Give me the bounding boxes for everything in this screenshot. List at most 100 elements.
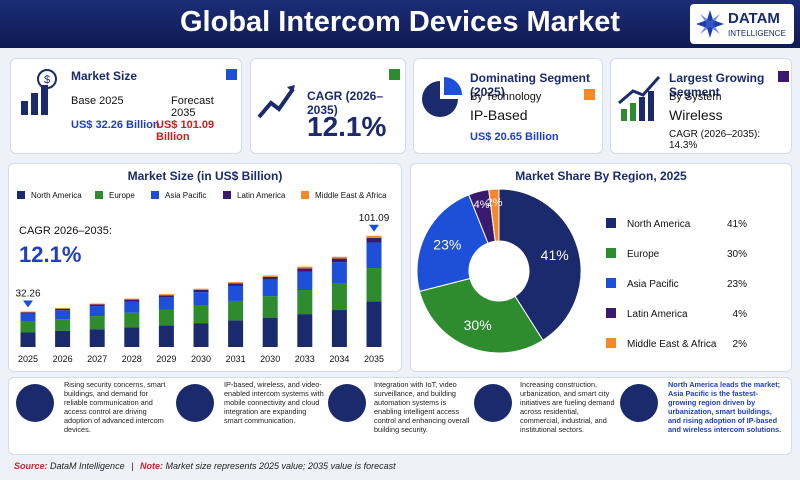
cagr-value: 12.1% (19, 242, 81, 267)
legend-swatch (301, 191, 309, 199)
forecast-value: US$ 101.09 Billion (156, 119, 215, 143)
bar-segment (331, 258, 347, 263)
bar-segment (158, 325, 174, 347)
source-label: Source: (14, 461, 48, 471)
legend-swatch (95, 191, 103, 199)
bar-segment (20, 321, 36, 333)
pie-slice (416, 194, 489, 293)
legend-swatch (223, 191, 231, 199)
bar-segment (366, 238, 382, 243)
bar-segment (124, 298, 140, 300)
bar-segment (124, 301, 140, 313)
legend-value: 4% (733, 309, 748, 320)
data-label: 101.09 (359, 213, 390, 224)
bar-segment (193, 288, 209, 290)
bar-segment (228, 283, 244, 286)
legend-label: Latin America (627, 309, 688, 320)
header-band (0, 0, 800, 48)
insight-text: IP-based, wireless, and video-enabled in… (224, 380, 324, 425)
bar-segment (89, 329, 105, 347)
icon (618, 76, 661, 121)
legend-value: 2% (733, 339, 748, 350)
separator: | (131, 461, 134, 471)
legend-label: North America (31, 191, 82, 200)
legend-label: Asia Pacific (627, 279, 679, 290)
icon-part (618, 76, 661, 105)
legend-swatch (606, 248, 616, 258)
note: Market size represents 2025 value; 2035 … (165, 461, 396, 471)
legend-swatch (606, 308, 616, 318)
cagr-label: CAGR 2026–2035: (19, 225, 112, 237)
card-title: Dominating Segment (2025) (470, 71, 591, 99)
icon-part (31, 93, 38, 115)
note-label: Note: (139, 461, 163, 471)
bar-segment (193, 323, 209, 347)
card: Largest Growing Segment By System Wirele… (610, 58, 792, 154)
chart-title: Market Size (in US$ Billion) (128, 169, 283, 183)
logo-sub: INTELLIGENCE (728, 29, 786, 38)
bar-segment (366, 235, 382, 239)
icon-part (630, 103, 636, 121)
card-title: Market Size (71, 69, 138, 83)
bar-segment (124, 327, 140, 347)
x-tick-label: 2033 (295, 354, 315, 364)
x-tick-label: 2030 (260, 354, 280, 364)
icon (422, 77, 462, 117)
icon-part (621, 109, 627, 121)
bar-segment (89, 303, 105, 305)
legend-value: 30% (727, 249, 747, 260)
icon-part (648, 91, 654, 121)
bar-panel: Market Size (in US$ Billion) North Americ… (8, 163, 402, 372)
base-label: Base 2025 (71, 95, 124, 107)
bar-segment (366, 268, 382, 302)
bar-segment (331, 256, 347, 259)
insight-text: North America leads the market; Asia Pac… (668, 380, 782, 434)
icon (16, 384, 54, 422)
legend-label: Europe (627, 249, 660, 260)
x-tick-label: 2034 (329, 354, 349, 364)
bar-segment (55, 330, 71, 347)
x-tick-label: 2031 (226, 354, 246, 364)
card-detail: US$ 20.65 Billion (470, 131, 559, 143)
x-tick-label: 2035 (364, 354, 384, 364)
footer: Source: DataM Intelligence | Note: Marke… (14, 461, 396, 471)
bar-segment (20, 313, 36, 322)
bar-segment (228, 300, 244, 321)
pie-slice (488, 188, 500, 242)
pie-panel: Market Share By Region, 2025 41% North Ame… (410, 163, 792, 372)
slice-label: 23% (433, 237, 461, 253)
badge (389, 69, 400, 80)
forecast-label: Forecast 2035 (171, 95, 214, 119)
bar-segment (262, 296, 278, 318)
insight-strip (8, 377, 792, 455)
icon: $ (21, 69, 57, 115)
bar-segment (20, 312, 36, 314)
icon-part (37, 69, 57, 89)
icon-part (422, 81, 458, 117)
pie-chart: Market Share By Region, 2025 41% North Ame… (416, 169, 748, 354)
badge (584, 89, 595, 100)
card: CAGR (2026–2035) 12.1% (250, 58, 406, 154)
icon-part (257, 87, 295, 119)
icon (474, 384, 512, 422)
logo-box: DATAM INTELLIGENCE (690, 4, 794, 44)
data-label: 32.26 (15, 289, 40, 300)
bar-segment (366, 301, 382, 347)
x-tick-label: 2028 (122, 354, 142, 364)
bar-segment (158, 297, 174, 310)
icon-part (444, 77, 462, 95)
bar-segment (297, 266, 313, 269)
x-tick-label: 2026 (53, 354, 73, 364)
bar-segment (228, 320, 244, 347)
chart-title: Market Share By Region, 2025 (515, 169, 687, 183)
pie-slice (418, 277, 544, 354)
card-value: Wireless (669, 107, 723, 123)
x-tick-label: 2027 (87, 354, 107, 364)
bar-segment (55, 307, 71, 309)
badge (778, 71, 789, 82)
icon-part: $ (44, 74, 50, 86)
source: DataM Intelligence (50, 461, 125, 471)
bar-segment (228, 285, 244, 301)
bar-segment (89, 316, 105, 330)
